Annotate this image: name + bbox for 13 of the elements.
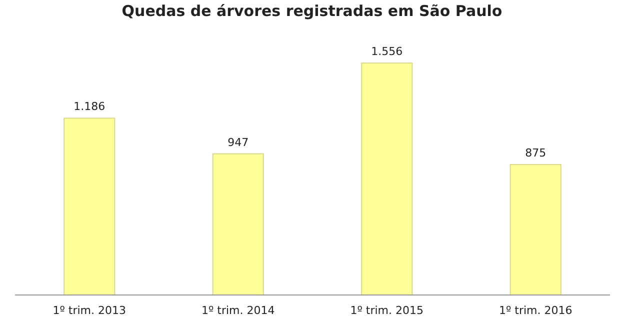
data-label: 947: [228, 136, 249, 149]
chart-title: Quedas de árvores registradas em São Paulo: [122, 2, 502, 20]
x-tick-label: 1º trim. 2014: [201, 304, 275, 317]
bar: [510, 164, 562, 296]
data-label: 875: [525, 146, 546, 160]
x-tick-label: 1º trim. 2016: [498, 304, 572, 317]
data-label: 1.186: [74, 100, 106, 114]
bar: [361, 62, 413, 296]
x-tick-label: 1º trim. 2013: [52, 304, 126, 317]
bar: [64, 118, 116, 296]
x-tick-label: 1º trim. 2015: [350, 304, 424, 317]
bar: [212, 153, 264, 296]
data-label: 1.556: [371, 45, 403, 58]
